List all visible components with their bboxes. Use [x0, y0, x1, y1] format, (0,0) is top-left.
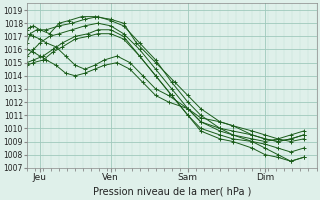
X-axis label: Pression niveau de la mer( hPa ): Pression niveau de la mer( hPa ) [92, 187, 251, 197]
